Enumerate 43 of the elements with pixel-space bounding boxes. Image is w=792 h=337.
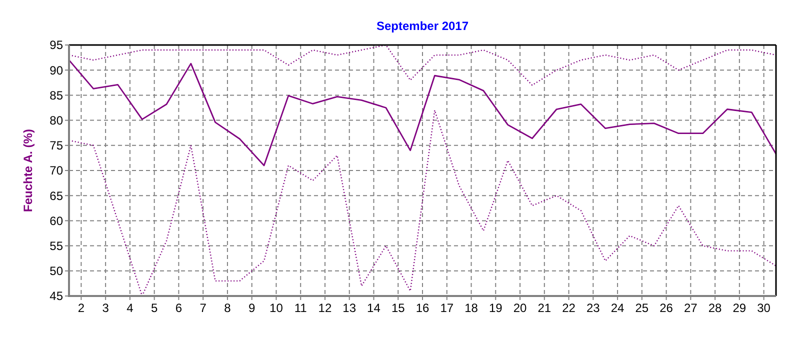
x-tick-label: 6 [175,301,182,315]
y-tick-label: 75 [50,138,64,153]
y-tick-label: 85 [50,88,64,102]
x-tick-label: 22 [562,301,576,315]
x-tick-label: 24 [610,301,625,315]
y-tick-label: 90 [50,63,64,78]
x-tick-label: 25 [635,301,649,315]
y-tick-label: 45 [50,289,64,304]
y-tick-label: 65 [50,188,64,203]
x-tick-label: 2 [78,301,85,315]
y-tick-label: 55 [50,239,64,253]
y-axis-title: Feuchte A. (%) [21,129,35,212]
x-tick-label: 12 [318,301,332,315]
x-tick-label: 7 [200,301,207,315]
x-tick-label: 29 [732,301,746,315]
x-tick-label: 23 [586,301,600,315]
x-tick-label: 28 [708,301,722,315]
x-tick-label: 5 [150,301,158,315]
y-tick-label: 95 [50,38,64,52]
x-tick-label: 21 [538,301,552,315]
x-tick-label: 10 [270,301,284,315]
x-tick-label: 14 [367,301,381,315]
x-tick-label: 16 [416,301,430,315]
x-tick-label: 27 [684,301,698,315]
y-tick-label: 50 [50,264,64,278]
y-tick-label: 60 [50,214,64,228]
x-tick-label: 30 [757,301,771,315]
x-tick-label: 9 [248,301,256,315]
x-tick-label: 15 [391,301,406,315]
x-tick-label: 26 [660,301,674,315]
x-tick-label: 8 [224,301,232,315]
y-tick-label: 70 [50,164,64,178]
x-tick-label: 4 [126,301,134,315]
x-tick-label: 20 [513,301,528,315]
x-tick-label: 11 [294,301,308,315]
chart-title: September 2017 [376,19,469,33]
line-series [68,59,777,166]
x-tick-label: 17 [440,301,454,315]
y-tick-label: 80 [50,114,64,128]
x-tick-label: 18 [464,301,478,315]
x-tick-label: 19 [488,301,503,315]
x-tick-label: 13 [342,301,356,315]
x-tick-label: 3 [102,301,110,315]
